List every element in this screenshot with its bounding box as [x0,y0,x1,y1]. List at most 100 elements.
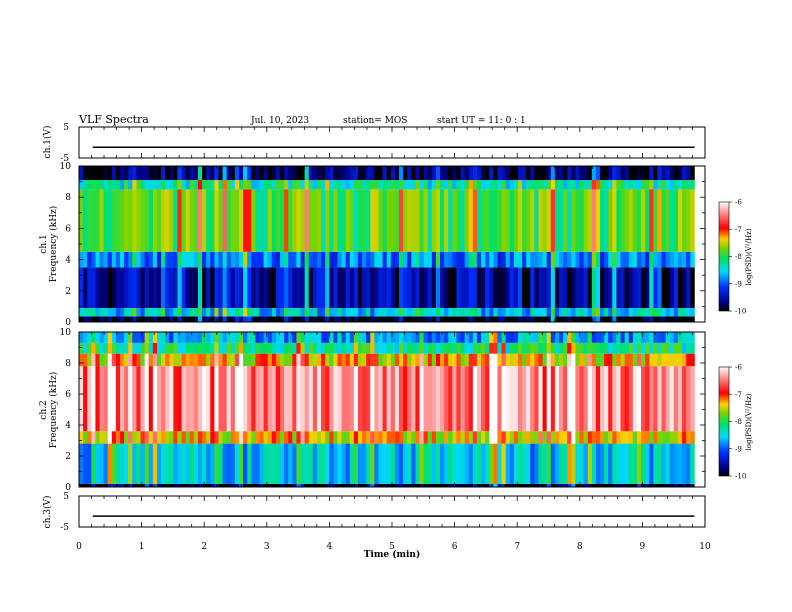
spectrogram-cell [513,180,519,190]
spectrogram-cell [107,342,113,354]
spectrogram-cell [243,166,248,181]
spectrogram-cell [99,316,105,322]
spectrogram-cell [300,483,306,487]
spectrogram-cell [641,307,646,317]
spectrogram-cell [91,342,96,354]
spectrogram-cell [316,342,322,354]
spectrogram-cell [202,189,207,252]
spectrogram-cell [267,342,273,354]
spectrogram-cell [550,316,556,322]
spectrogram-cell [103,332,109,343]
spectrogram-cell [665,443,671,484]
spectrogram-cell [148,353,154,367]
spectrogram-cell [665,180,671,190]
spectrogram-cell [349,332,355,343]
spectrogram-cell [161,443,166,484]
spectrogram-cell [448,180,453,190]
spectrogram-cell [641,342,646,354]
spectrogram-cell [148,189,154,252]
spectrogram-cell [481,189,486,252]
spectrogram-cell [366,483,371,487]
spectrogram-cell [333,431,338,444]
spectrogram-cell [591,332,597,343]
spectrogram-cell [608,483,613,487]
spectrogram-cell [415,443,420,484]
spectrogram-cell [579,342,584,354]
colorbar-tick-label: -8 [735,253,742,261]
spectrogram-cell [251,431,256,444]
spectrogram-cell [575,316,580,322]
spectrogram-cell [534,342,539,354]
spectrogram-cell [608,316,613,322]
spectrogram-cell [472,166,478,181]
spectrogram-cell [501,267,507,308]
spectrogram-cell [148,316,154,322]
spectrogram-cell [567,353,572,367]
spectrogram-cell [238,307,244,317]
spectrogram-cell [79,353,84,367]
spectrogram-cell [448,431,453,444]
spectrogram-cell [489,307,494,317]
spectrogram-cell [161,180,166,190]
spectrogram-cell [669,353,675,367]
spectrogram-cell [140,443,146,484]
spectrogram-cell [148,431,154,444]
spectrogram-cell [91,353,96,367]
spectrogram-cell [312,353,318,367]
spectrogram-cell [300,342,306,354]
spectrogram-cell [550,267,556,308]
spectrogram-cell [427,166,433,181]
spectrogram-cell [214,342,219,354]
spectrogram-cell [214,251,219,268]
ch1-spectrogram-image [79,166,695,322]
spectrogram-cell [230,353,236,367]
spectrogram-cell [259,267,265,308]
spectrogram-cell [329,366,334,432]
spectrogram-cell [197,180,203,190]
spectrogram-cell [571,332,576,343]
spectrogram-cell [288,483,293,487]
spectrogram-cell [357,483,363,487]
spectrogram-cell [362,316,367,322]
spectrogram-cell [193,267,199,308]
spectrogram-cell [522,353,527,367]
spectrogram-cell [288,353,293,367]
spectrogram-cell [349,443,355,484]
spectrogram-cell [177,332,182,343]
spectrogram-cell [509,316,515,322]
spectrogram-cell [173,251,178,268]
spectrogram-cell [526,267,531,308]
spectrogram-cell [444,189,449,252]
spectrogram-cell [333,267,338,308]
spectrogram-cell [312,166,318,181]
spectrogram-cell [501,353,507,367]
spectrogram-cell [247,251,252,268]
spectrogram-cell [476,267,482,308]
spectrogram-cell [321,431,326,444]
spectrogram-cell [534,267,539,308]
spectrogram-cell [280,166,285,181]
spectrogram-cell [583,189,589,252]
spectrogram-cell [624,166,630,181]
spectrogram-cell [563,443,568,484]
spectrogram-cell [271,166,277,181]
spectrogram-cell [632,431,638,444]
spectrogram-cell [124,316,129,322]
spectrogram-cell [83,366,88,432]
spectrogram-cell [558,166,564,181]
spectrogram-cell [308,431,314,444]
spectrogram-cell [300,332,306,343]
spectrogram-cell [600,316,605,322]
spectrogram-cell [653,267,658,308]
spectrogram-cell [304,316,310,322]
spectrogram-cell [636,443,642,484]
spectrogram-cell [321,366,326,432]
spectrogram-cell [583,166,589,181]
spectrogram-cell [575,307,580,317]
spectrogram-cell [653,180,658,190]
spectrogram-cell [144,251,150,268]
spectrogram-cell [144,443,150,484]
spectrogram-cell [665,316,671,322]
spectrogram-cell [161,166,166,181]
spectrogram-cell [591,267,597,308]
